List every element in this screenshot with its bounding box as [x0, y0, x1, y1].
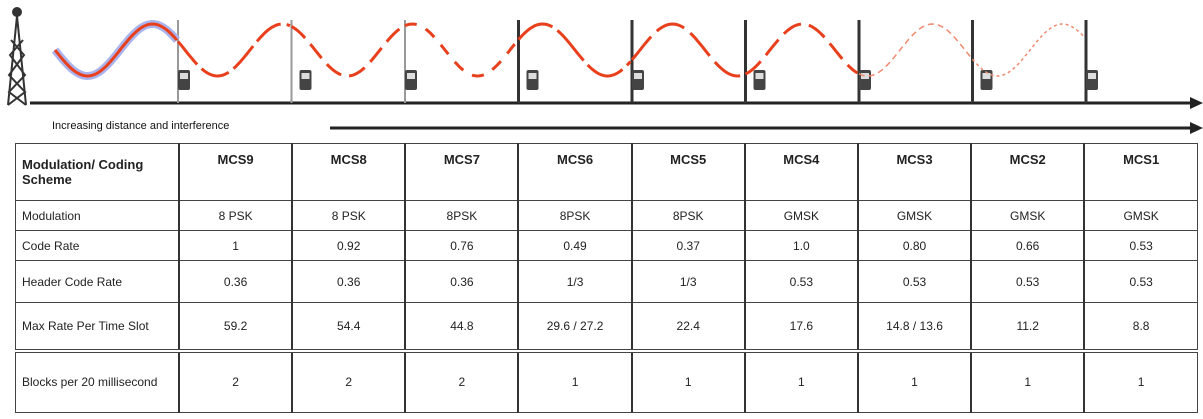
cell: 1 [971, 351, 1084, 413]
cell: 0.53 [971, 261, 1084, 303]
cell: 0.49 [518, 231, 631, 261]
caption: Increasing distance and interference [52, 120, 229, 132]
cell: 1/3 [632, 261, 745, 303]
row-label: Modulation [16, 201, 180, 231]
cell: 0.53 [1084, 231, 1197, 261]
row-label: Header Code Rate [16, 261, 180, 303]
cell: 54.4 [292, 303, 405, 351]
row-label: Code Rate [16, 231, 180, 261]
wave [973, 24, 1085, 76]
phone-screen [180, 73, 188, 79]
wave [519, 24, 631, 76]
cell: 8PSK [405, 201, 518, 231]
phone-screen [634, 73, 642, 79]
wave [292, 26, 404, 76]
cell: MCS1 [1084, 144, 1197, 201]
cell: 1 [632, 351, 745, 413]
cell: GMSK [971, 201, 1084, 231]
row-label: Modulation/ Coding Scheme [16, 144, 180, 201]
cell: 1 [179, 231, 292, 261]
cell: 1 [1084, 351, 1197, 413]
cell: 0.36 [405, 261, 518, 303]
cell: GMSK [745, 201, 858, 231]
page: Increasing distance and interference Mod… [0, 0, 1203, 419]
phone-screen [983, 73, 991, 79]
cell: 0.53 [745, 261, 858, 303]
cell: MCS4 [745, 144, 858, 201]
cell: 11.2 [971, 303, 1084, 351]
cell: 0.76 [405, 231, 518, 261]
cell: 0.80 [858, 231, 971, 261]
cell: 8.8 [1084, 303, 1197, 351]
cell: MCS8 [292, 144, 405, 201]
cell: 8PSK [518, 201, 631, 231]
phone-screen [861, 73, 869, 79]
cell: GMSK [1084, 201, 1197, 231]
cell: 1 [518, 351, 631, 413]
cell: 1 [745, 351, 858, 413]
cell: 1.0 [745, 231, 858, 261]
wave [405, 24, 517, 76]
cell: 0.36 [179, 261, 292, 303]
phone-screen [302, 73, 310, 79]
cell: 1/3 [518, 261, 631, 303]
arrow-head [1190, 122, 1203, 134]
cell: MCS2 [971, 144, 1084, 201]
row-label: Max Rate Per Time Slot [16, 303, 180, 351]
cell: MCS3 [858, 144, 971, 201]
cell: 59.2 [179, 303, 292, 351]
cell: MCS7 [405, 144, 518, 201]
wave [632, 24, 744, 76]
cell: MCS9 [179, 144, 292, 201]
cell: 17.6 [745, 303, 858, 351]
cell: 1 [858, 351, 971, 413]
cell: 14.8 / 13.6 [858, 303, 971, 351]
cell: 0.53 [858, 261, 971, 303]
cell: 8 PSK [292, 201, 405, 231]
cell: 0.36 [292, 261, 405, 303]
cell: 0.92 [292, 231, 405, 261]
cell: MCS5 [632, 144, 745, 201]
cell: 8PSK [632, 201, 745, 231]
cell: 22.4 [632, 303, 745, 351]
cell: 0.66 [971, 231, 1084, 261]
cell: MCS6 [518, 144, 631, 201]
phone-screen [1088, 73, 1096, 79]
phone-screen [756, 73, 764, 79]
row-label: Blocks per 20 millisecond [16, 351, 180, 413]
cell: 8 PSK [179, 201, 292, 231]
wave [746, 24, 858, 74]
arrow-head [1190, 97, 1203, 109]
cell: 2 [405, 351, 518, 413]
phone-screen [407, 73, 415, 79]
cell: 2 [179, 351, 292, 413]
wave [178, 24, 290, 76]
cell: 0.37 [632, 231, 745, 261]
cell: 0.53 [1084, 261, 1197, 303]
cell: 29.6 / 27.2 [518, 303, 631, 351]
tower [8, 8, 26, 105]
wave [859, 24, 971, 76]
phone-screen [529, 73, 537, 79]
cell: GMSK [858, 201, 971, 231]
cell: 44.8 [405, 303, 518, 351]
cell: 2 [292, 351, 405, 413]
signal-diagram [0, 0, 1203, 140]
